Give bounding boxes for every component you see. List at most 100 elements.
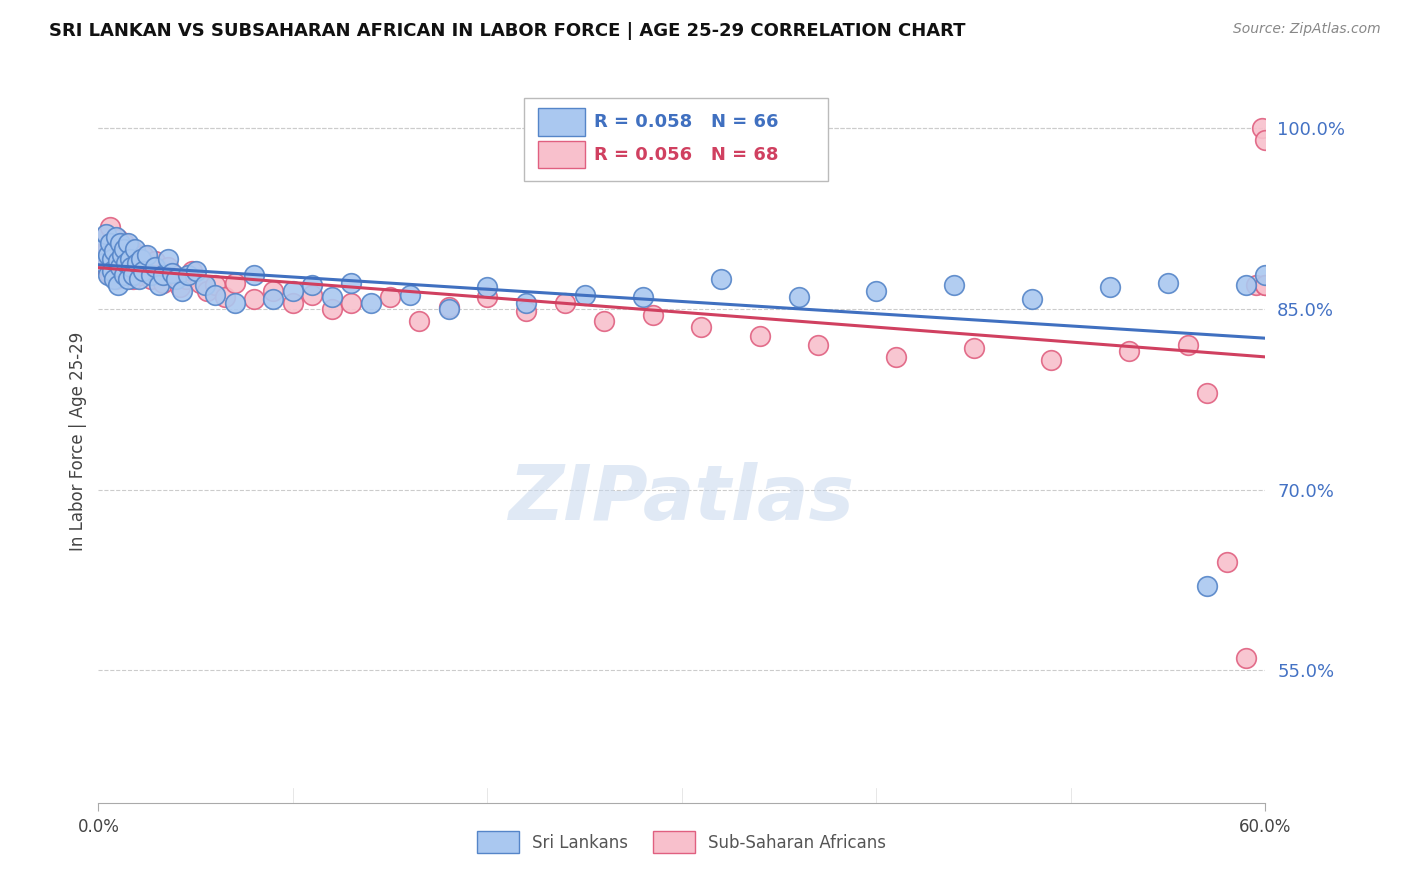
Point: [631, 290, 654, 304]
Point: [437, 300, 460, 314]
Point: [281, 284, 304, 298]
Point: [163, 268, 186, 283]
Point: [943, 278, 966, 293]
Point: [477, 290, 499, 304]
Point: [1177, 338, 1199, 352]
Point: [143, 254, 166, 268]
Point: [152, 268, 174, 283]
Point: [129, 252, 152, 266]
Point: [641, 308, 664, 322]
Point: [214, 290, 236, 304]
Point: [107, 232, 129, 246]
Legend: Sri Lankans, Sub-Saharan Africans: Sri Lankans, Sub-Saharan Africans: [471, 825, 893, 860]
Point: [112, 268, 135, 283]
Point: [174, 272, 197, 286]
Point: [554, 296, 576, 310]
Point: [177, 268, 200, 283]
Point: [139, 268, 162, 283]
Point: [1195, 579, 1218, 593]
Point: [170, 284, 193, 298]
Point: [1021, 293, 1043, 307]
Point: [1157, 276, 1180, 290]
Point: [107, 254, 129, 268]
Point: [101, 263, 124, 277]
Point: [96, 227, 118, 242]
Point: [98, 235, 121, 250]
Point: [515, 296, 537, 310]
Point: [101, 252, 124, 266]
Point: [104, 230, 127, 244]
Point: [194, 278, 217, 293]
Point: [1098, 280, 1121, 294]
Point: [321, 290, 343, 304]
Point: [104, 272, 127, 286]
Point: [132, 248, 155, 262]
Point: [321, 301, 343, 317]
Point: [117, 248, 139, 262]
Point: [515, 304, 537, 318]
Point: [96, 260, 118, 274]
Point: [103, 272, 125, 286]
Point: [1234, 278, 1257, 293]
Point: [865, 284, 887, 298]
Point: [204, 278, 226, 293]
Point: [1254, 278, 1277, 293]
Point: [103, 254, 125, 268]
Point: [188, 276, 211, 290]
Text: SRI LANKAN VS SUBSAHARAN AFRICAN IN LABOR FORCE | AGE 25-29 CORRELATION CHART: SRI LANKAN VS SUBSAHARAN AFRICAN IN LABO…: [49, 22, 966, 40]
Point: [1234, 651, 1257, 665]
Point: [136, 263, 159, 277]
Point: [184, 263, 207, 277]
Point: [195, 284, 218, 298]
Text: R = 0.058   N = 66: R = 0.058 N = 66: [595, 113, 779, 131]
Point: [162, 266, 184, 280]
FancyBboxPatch shape: [524, 98, 828, 181]
Point: [128, 272, 150, 286]
Point: [122, 272, 145, 286]
Point: [748, 328, 770, 343]
Point: [1244, 278, 1267, 293]
Point: [152, 276, 174, 290]
Point: [262, 284, 284, 298]
Point: [97, 268, 120, 283]
Point: [93, 230, 115, 244]
Point: [1215, 555, 1237, 569]
Point: [1254, 133, 1277, 147]
Point: [243, 293, 266, 307]
Point: [124, 252, 146, 266]
Point: [884, 350, 907, 364]
Text: ZIPatlas: ZIPatlas: [509, 462, 855, 536]
Point: [114, 256, 136, 270]
Point: [118, 263, 141, 277]
Point: [380, 290, 402, 304]
Point: [129, 268, 152, 283]
Point: [143, 260, 166, 274]
Point: [224, 296, 246, 310]
Point: [103, 244, 125, 259]
Point: [243, 268, 266, 283]
Point: [117, 235, 139, 250]
Point: [165, 272, 187, 286]
Point: [148, 268, 170, 283]
Point: [690, 320, 713, 334]
Point: [118, 252, 141, 266]
Point: [101, 235, 124, 250]
Point: [112, 242, 135, 256]
Point: [360, 296, 382, 310]
Point: [408, 314, 430, 328]
Point: [1195, 386, 1218, 401]
Point: [112, 235, 135, 250]
Point: [114, 256, 136, 270]
Point: [787, 290, 810, 304]
Point: [108, 235, 131, 250]
Point: [437, 301, 460, 317]
Point: [108, 244, 131, 259]
Point: [180, 263, 202, 277]
Point: [1118, 344, 1140, 359]
Point: [340, 296, 363, 310]
Point: [593, 314, 616, 328]
Point: [98, 220, 121, 235]
Point: [807, 338, 830, 352]
Point: [93, 256, 115, 270]
Point: [148, 278, 170, 293]
